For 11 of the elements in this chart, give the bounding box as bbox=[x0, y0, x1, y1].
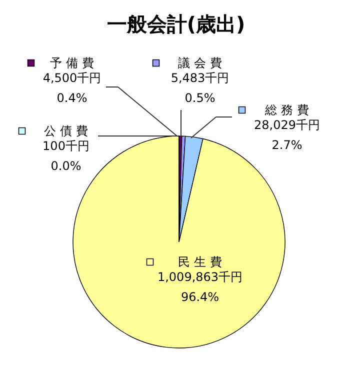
legend-label: 議 会 費 bbox=[178, 56, 222, 70]
data-label: 5,483千円 0.5% bbox=[170, 71, 230, 105]
legend-label: 総 務 費 bbox=[264, 103, 309, 117]
data-label: 28,029千円 2.7% bbox=[254, 118, 320, 152]
chart-title: 一般会計(歳出) bbox=[106, 12, 246, 36]
data-label: 4,500千円 0.4% bbox=[42, 71, 102, 105]
legend-label: 予 備 費 bbox=[50, 56, 94, 70]
data-label: 100千円 0.0% bbox=[42, 139, 90, 173]
data-label: 1,009,863千円 96.4% bbox=[157, 270, 243, 304]
legend-label: 民 生 費 bbox=[178, 255, 222, 269]
legend-label: 公 債 費 bbox=[44, 124, 88, 138]
